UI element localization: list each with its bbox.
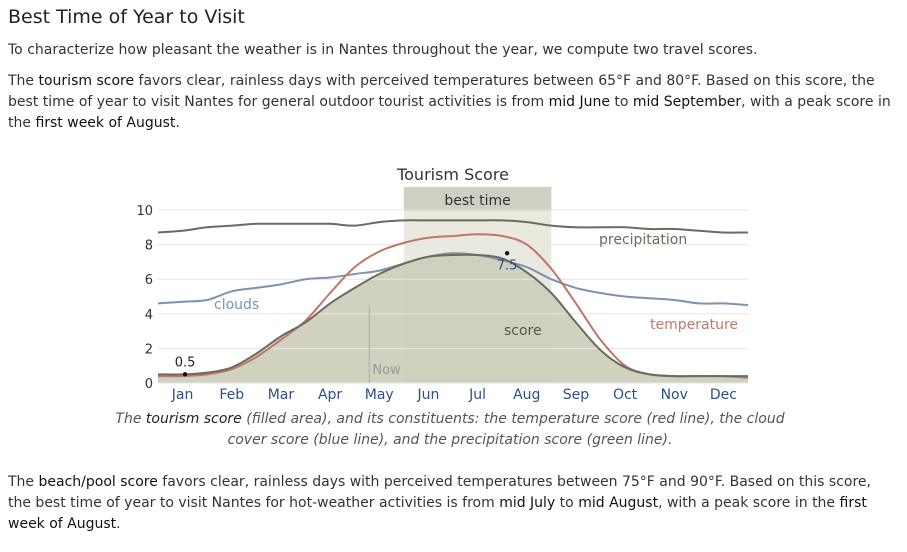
- x-tick-label-apr: Apr: [318, 387, 342, 403]
- precipitation-line: [157, 219, 749, 234]
- x-tick-label-feb: Feb: [219, 387, 244, 403]
- tourism-peak-text: first week of August: [35, 115, 176, 131]
- x-tick-label-jul: Jul: [468, 387, 486, 403]
- x-tick-label-jan: Jan: [171, 387, 194, 403]
- page-heading: Best Time of Year to Visit: [8, 6, 245, 28]
- beach-mid3-text: , with a peak score in the: [658, 495, 840, 511]
- tourism-term: tourism score: [38, 73, 135, 89]
- beach-term: beach/pool score: [38, 474, 158, 490]
- score-series-label: score: [504, 323, 542, 339]
- beach-mid1-text: favors clear, rainless days with perceiv…: [8, 474, 871, 511]
- beach-from-text: mid July: [499, 495, 556, 511]
- tourism-score-chart: best time Now score temperature clouds precip…: [136, 165, 749, 403]
- tourism-mid3-text: , with a peak score in the: [8, 94, 891, 131]
- y-tick-label-0: 0: [145, 377, 153, 392]
- y-tick-label-4: 4: [145, 308, 153, 323]
- precipitation-series-label: precipitation: [599, 232, 687, 248]
- beach-paragraph: The beach/pool score favors clear, rainl…: [8, 472, 898, 535]
- x-tick-label-nov: Nov: [661, 387, 688, 403]
- x-tick-label-jun: Jun: [416, 387, 439, 403]
- chart-caption: The tourism score (filled area), and its…: [100, 409, 800, 451]
- x-tick-label-may: May: [365, 387, 394, 403]
- beach-pre-text: The: [8, 474, 39, 490]
- intro-paragraph: To characterize how pleasant the weather…: [8, 42, 758, 58]
- tourism-end-text: .: [175, 115, 180, 131]
- min-point-dot: [182, 372, 188, 377]
- caption-rest-text: (filled area), and its constituents: the…: [227, 411, 785, 448]
- peak-point-label: 7.5: [497, 258, 518, 273]
- y-tick-label-8: 8: [145, 239, 153, 254]
- chart-title: Tourism Score: [396, 165, 509, 184]
- tourism-pre-text: The: [8, 73, 39, 89]
- x-tick-label-sep: Sep: [563, 387, 590, 403]
- x-tick-label-aug: Aug: [513, 387, 540, 403]
- caption-pre-text: The: [115, 411, 146, 427]
- best-time-header: [403, 187, 552, 211]
- tourism-paragraph: The tourism score favors clear, rainless…: [8, 71, 898, 134]
- beach-peak-text: first week of August: [8, 495, 867, 532]
- tourism-mid2-text: to: [609, 94, 633, 110]
- best-time-label: best time: [444, 193, 510, 209]
- caption-term: tourism score: [145, 411, 242, 427]
- y-tick-label-6: 6: [145, 273, 153, 288]
- beach-mid2-text: to: [555, 495, 579, 511]
- min-point-label: 0.5: [175, 355, 196, 370]
- tourism-to-text: mid September: [632, 94, 742, 110]
- now-marker-label: Now: [372, 363, 401, 378]
- score-line: [157, 253, 748, 378]
- x-tick-label-dec: Dec: [710, 387, 737, 403]
- tourism-from-text: mid June: [548, 94, 610, 110]
- y-tick-label-2: 2: [145, 342, 153, 357]
- clouds-series-label: clouds: [214, 297, 259, 313]
- x-tick-label-mar: Mar: [268, 387, 295, 403]
- beach-to-text: mid August: [578, 495, 659, 511]
- beach-end-text: .: [116, 516, 121, 532]
- peak-point-dot: [504, 251, 510, 256]
- y-tick-label-10: 10: [136, 204, 153, 219]
- tourism-mid1-text: favors clear, rainless days with perceiv…: [8, 73, 875, 110]
- x-tick-label-oct: Oct: [613, 387, 638, 403]
- clouds-line: [157, 252, 749, 307]
- temperature-series-label: temperature: [650, 317, 738, 333]
